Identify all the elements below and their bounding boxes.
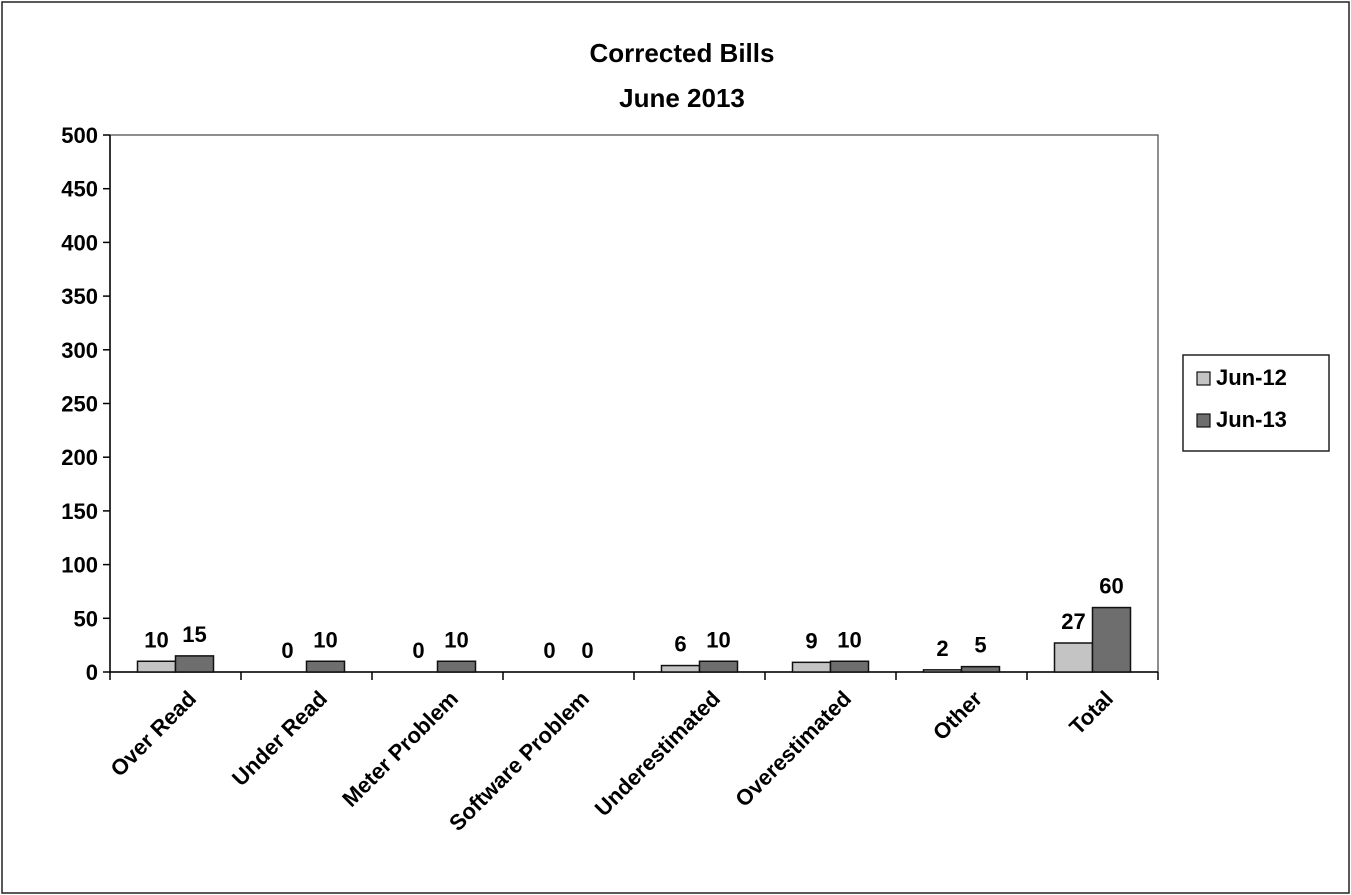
data-label: 60 <box>1099 574 1123 599</box>
data-label: 10 <box>837 627 861 652</box>
bar-jun-12 <box>791 661 832 673</box>
bar-jun-13 <box>436 660 477 673</box>
y-tick-label: 0 <box>86 660 98 685</box>
data-label: 15 <box>182 622 206 647</box>
plot-box <box>109 134 1159 673</box>
bar-jun-13 <box>305 660 346 673</box>
chart-title-line-1: Corrected Bills <box>590 38 775 68</box>
bar-jun-12 <box>136 660 177 673</box>
data-label: 9 <box>805 628 817 653</box>
bar-jun-12 <box>1053 642 1094 673</box>
y-tick-label: 150 <box>61 499 98 524</box>
legend-label: Jun-12 <box>1216 365 1287 390</box>
y-tick-label: 350 <box>61 284 98 309</box>
y-tick-label: 500 <box>61 123 98 148</box>
chart-title-line-2: June 2013 <box>619 83 745 113</box>
y-tick-label: 200 <box>61 445 98 470</box>
bar-jun-13 <box>960 665 1001 673</box>
data-label: 10 <box>444 627 468 652</box>
bar-jun-13 <box>698 660 739 673</box>
y-tick-label: 50 <box>74 606 98 631</box>
data-label: 10 <box>706 627 730 652</box>
y-tick-label: 100 <box>61 553 98 578</box>
data-label: 0 <box>412 638 424 663</box>
bar-jun-13 <box>1091 606 1132 673</box>
y-tick-label: 450 <box>61 177 98 202</box>
legend-box <box>1182 354 1330 452</box>
y-tick-label: 300 <box>61 338 98 363</box>
bar-jun-12 <box>660 664 701 673</box>
bar-jun-13 <box>829 660 870 673</box>
legend-label: Jun-13 <box>1216 407 1287 432</box>
legend-swatch <box>1196 371 1211 386</box>
data-label: 6 <box>674 632 686 657</box>
data-label: 5 <box>974 633 986 658</box>
data-label: 2 <box>936 636 948 661</box>
data-label: 10 <box>144 627 168 652</box>
data-label: 0 <box>581 638 593 663</box>
data-label: 10 <box>313 627 337 652</box>
bar-jun-12 <box>922 669 963 673</box>
legend-swatch <box>1196 413 1211 428</box>
y-tick-label: 250 <box>61 392 98 417</box>
data-label: 27 <box>1061 609 1085 634</box>
data-label: 0 <box>543 638 555 663</box>
data-label: 0 <box>281 638 293 663</box>
bar-jun-13 <box>174 655 215 673</box>
legend: Jun-12 Jun-13 <box>1182 354 1330 452</box>
y-tick-label: 400 <box>61 230 98 255</box>
